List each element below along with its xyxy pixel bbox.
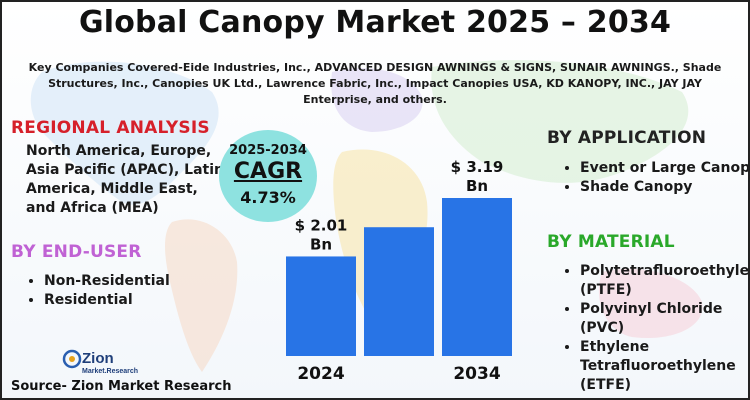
key-companies-text: Key Companies Covered-Eide Industries, I… [28,61,722,106]
material-heading: BY MATERIAL [547,232,675,252]
regional-analysis-text: North America, Europe, Asia Pacific (APA… [26,143,225,216]
end-user-item: Residential [44,291,234,310]
application-heading: BY APPLICATION [547,128,707,148]
source-text: Source- Zion Market Research [11,379,232,394]
page-title: Global Canopy Market 2025 – 2034 [78,5,672,40]
application-item: Event or Large Canopy [580,159,748,178]
cagr-bubble: 2025-2034 CAGR 4.73% [219,130,317,222]
regional-analysis-heading: REGIONAL ANALYSIS [11,118,210,138]
end-user-list: Non-Residential Residential [26,272,234,310]
zion-logo: Zion Market.Research [62,349,138,375]
cagr-value: 4.73% [240,188,296,207]
material-item: Ethylene Tetrafluoroethylene (ETFE) [580,338,748,395]
material-item: Polyvinyl Chloride (PVC) [580,300,748,338]
end-user-item: Non-Residential [44,272,234,291]
cagr-years: 2025-2034 [229,143,307,158]
end-user-heading: BY END-USER [11,242,142,262]
logo-sub: Market.Research [82,368,138,375]
application-item: Shade Canopy [580,178,748,197]
application-list: Event or Large Canopy Shade Canopy [562,159,748,197]
material-list: Polytetrafluoroethylene (PTFE) Polyvinyl… [562,262,748,395]
logo-name: Zion [82,350,114,367]
material-item: Polytetrafluoroethylene (PTFE) [580,262,748,300]
cagr-label: CAGR [233,159,303,184]
